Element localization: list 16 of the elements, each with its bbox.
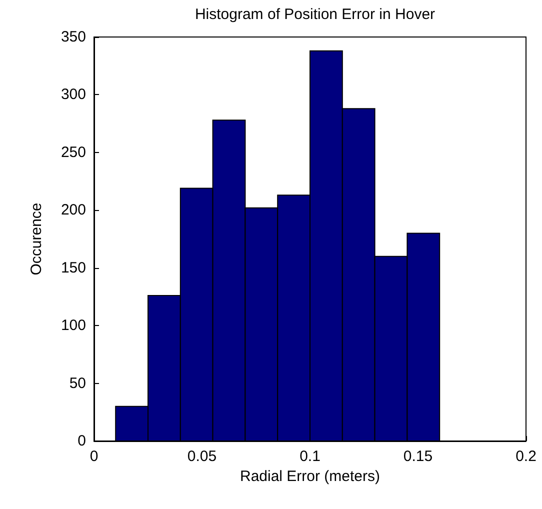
chart-title: Histogram of Position Error in Hover	[194, 6, 436, 23]
y-tick-label: 250	[60, 144, 86, 161]
y-tick-label: 0	[78, 432, 86, 450]
y-tick-label: 50	[69, 374, 86, 392]
y-tick-label: 300	[60, 86, 86, 104]
y-tick-label: 100	[60, 317, 86, 334]
x-tick-label: 0.15	[403, 448, 433, 465]
y-axis-title: Occurence	[28, 202, 45, 276]
y-tick-label: 150	[60, 259, 86, 276]
y-tick-label: 350	[60, 28, 86, 46]
x-tick-label: 0.05	[187, 448, 217, 465]
x-tick-label: 0.2	[516, 448, 536, 465]
y-tick-label: 200	[60, 202, 86, 219]
x-axis-title: Radial Error (meters)	[240, 468, 380, 485]
x-tick-label: 0	[90, 448, 98, 465]
x-tick-label: 0.1	[300, 448, 320, 465]
